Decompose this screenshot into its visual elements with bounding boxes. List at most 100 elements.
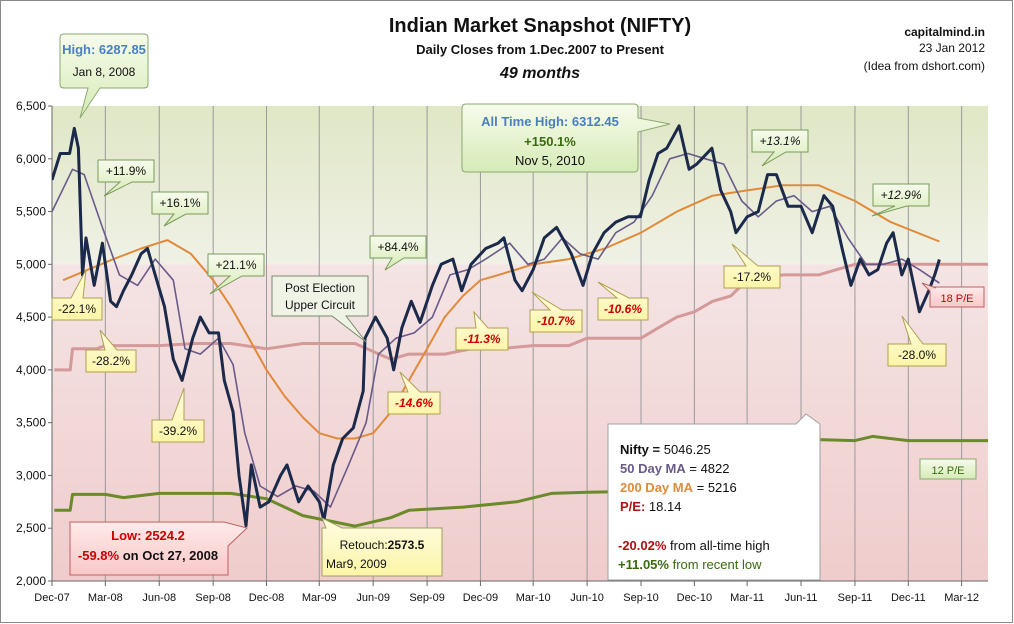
- pct-down-callout: -39.2%: [151, 387, 205, 443]
- svg-text:+11.05% from recent low: +11.05% from recent low: [618, 557, 762, 572]
- chart-title: Indian Market Snapshot (NIFTY): [389, 15, 691, 37]
- pct-down-box: [723, 243, 781, 289]
- svg-text:Low: 2524.2: Low: 2524.2: [111, 528, 185, 543]
- svg-text:-59.8% on Oct 27, 2008: -59.8% on Oct 27, 2008: [78, 548, 218, 563]
- election-callout: Post Election Upper Circuit: [271, 275, 369, 343]
- pct-down-callout: -28.2%: [85, 329, 137, 373]
- low-label: Low:: [111, 528, 141, 543]
- x-tick-label: Sep-10: [623, 592, 658, 604]
- pct-up-box: [97, 159, 155, 197]
- chart-subtitle: Daily Closes from 1.Dec.2007 to Present: [416, 42, 665, 57]
- pct-down-label: -22.1%: [58, 302, 96, 316]
- y-tick-label: 6,500: [16, 99, 46, 113]
- pct-down-label: -28.2%: [92, 354, 130, 368]
- pe12-label: 12 P/E: [931, 465, 964, 477]
- pct-up-label: +16.1%: [159, 196, 200, 210]
- pct-down-box: [151, 387, 205, 443]
- x-tick-label: Dec-09: [463, 592, 498, 604]
- info-pe-value: 18.14: [649, 499, 682, 514]
- percent-callouts: +11.9% +16.1% +21.1% +84.4% +13.1% +12.9% -22.…: [51, 129, 947, 443]
- y-tick-label: 2,500: [16, 521, 46, 535]
- x-tick-label: Dec-11: [891, 592, 926, 604]
- x-tick-label: Jun-09: [356, 592, 390, 604]
- x-tick-label: Dec-08: [249, 592, 284, 604]
- pct-up-callout: +12.9%: [871, 183, 930, 217]
- info-from-low-pct: +11.05%: [618, 557, 669, 572]
- low-callout: Low: 2524.2 -59.8% on Oct 27, 2008: [69, 521, 248, 576]
- svg-text:200 Day MA = 5216: 200 Day MA = 5216: [620, 480, 737, 495]
- y-tick-label: 5,000: [16, 257, 46, 271]
- election-line1: Post Election: [285, 281, 355, 295]
- svg-text:P/E: 18.14: P/E: 18.14: [620, 499, 681, 514]
- ath-callout: All Time High: 6312.45 +150.1% Nov 5, 20…: [461, 103, 671, 173]
- x-tick-label: Mar-09: [302, 592, 337, 604]
- source-site: capitalmind.in: [904, 25, 985, 39]
- x-tick-label: Sep-08: [195, 592, 230, 604]
- y-tick-label: 4,500: [16, 310, 46, 324]
- x-axis-ticks: Dec-07 Mar-08 Jun-08 Sep-08 Dec-08 Mar-09 Jun-…: [34, 581, 979, 604]
- pct-down-label: -28.0%: [898, 348, 936, 362]
- pct-down-box: [51, 269, 103, 321]
- x-tick-label: Mar-08: [88, 592, 123, 604]
- election-line2: Upper Circuit: [285, 298, 356, 312]
- x-tick-label: Mar-10: [516, 592, 551, 604]
- pct-down-label: -11.3%: [463, 332, 500, 346]
- y-tick-label: 5,500: [16, 205, 46, 219]
- pct-down-callout: -10.7%: [529, 291, 583, 333]
- y-tick-label: 2,000: [16, 574, 46, 588]
- pct-down-label: -10.6%: [604, 302, 642, 316]
- y-tick-label: 3,000: [16, 468, 46, 482]
- pct-down-box: [455, 310, 509, 351]
- pct-up-callout: +16.1%: [151, 191, 209, 227]
- pct-up-callout: +13.1%: [751, 129, 809, 167]
- svg-text:Retouch:2573.5: Retouch:2573.5: [340, 538, 425, 552]
- ath-value: 6312.45: [572, 114, 619, 129]
- pct-up-box: [369, 235, 427, 271]
- nifty-line: [52, 124, 941, 528]
- pct-down-box: [85, 329, 137, 373]
- ath-pct: +150.1%: [524, 134, 576, 149]
- pct-up-label: +84.4%: [377, 240, 418, 254]
- high-label: High:: [62, 42, 95, 57]
- info-box: Nifty = 5046.25 50 Day MA = 4822 200 Day…: [607, 413, 821, 581]
- high-value: 6287.85: [99, 42, 146, 57]
- x-tick-label: Sep-11: [838, 592, 873, 604]
- pct-down-box: [387, 371, 441, 415]
- x-tick-label: Jun-11: [785, 592, 818, 604]
- retouch-value: 2573.5: [388, 538, 425, 552]
- pct-down-label: -39.2%: [159, 424, 197, 438]
- info-from-high-text: from all-time high: [670, 538, 770, 553]
- vertical-gridlines: [104, 106, 963, 581]
- info-ma50-label: 50 Day MA: [620, 461, 686, 476]
- info-nifty-label: Nifty =: [620, 442, 661, 457]
- source-date: 23 Jan 2012: [919, 41, 985, 55]
- x-tick-label: Mar-11: [730, 592, 764, 604]
- pct-down-callout: -28.0%: [887, 315, 947, 367]
- pe12-label-box: 12 P/E: [919, 458, 977, 480]
- retouch-label: Retouch:: [340, 538, 388, 552]
- ath-date: Nov 5, 2010: [515, 153, 585, 168]
- pct-down-box: [529, 291, 583, 333]
- info-ma50-value: = 4822: [689, 461, 729, 476]
- pct-up-label: +11.9%: [106, 164, 146, 178]
- x-tick-label: Jun-10: [570, 592, 604, 604]
- pct-down-callout: -17.2%: [723, 243, 781, 289]
- info-pe-label: P/E:: [620, 499, 645, 514]
- pct-up-callout: +84.4%: [369, 235, 427, 271]
- x-tick-label: Jun-08: [142, 592, 176, 604]
- pct-up-callout: +11.9%: [97, 159, 155, 197]
- y-tick-label: 3,500: [16, 416, 46, 430]
- info-from-high-pct: -20.02%: [618, 538, 667, 553]
- pct-down-callout: -11.3%: [455, 310, 509, 351]
- svg-text:50 Day MA = 4822: 50 Day MA = 4822: [620, 461, 730, 476]
- pct-up-label: +21.1%: [215, 258, 256, 272]
- pe18-label-box: 18 P/E: [921, 282, 985, 308]
- low-suffix: on Oct 27, 2008: [123, 548, 218, 563]
- low-value: 2524.2: [145, 528, 185, 543]
- duration-label: 49 months: [499, 65, 580, 82]
- pct-up-box: [207, 253, 265, 295]
- pct-down-label: -10.7%: [537, 314, 575, 328]
- high-date: Jan 8, 2008: [73, 65, 136, 79]
- info-ma200-value: = 5216: [697, 480, 737, 495]
- high-callout: High: 6287.85 Jan 8, 2008: [59, 33, 149, 119]
